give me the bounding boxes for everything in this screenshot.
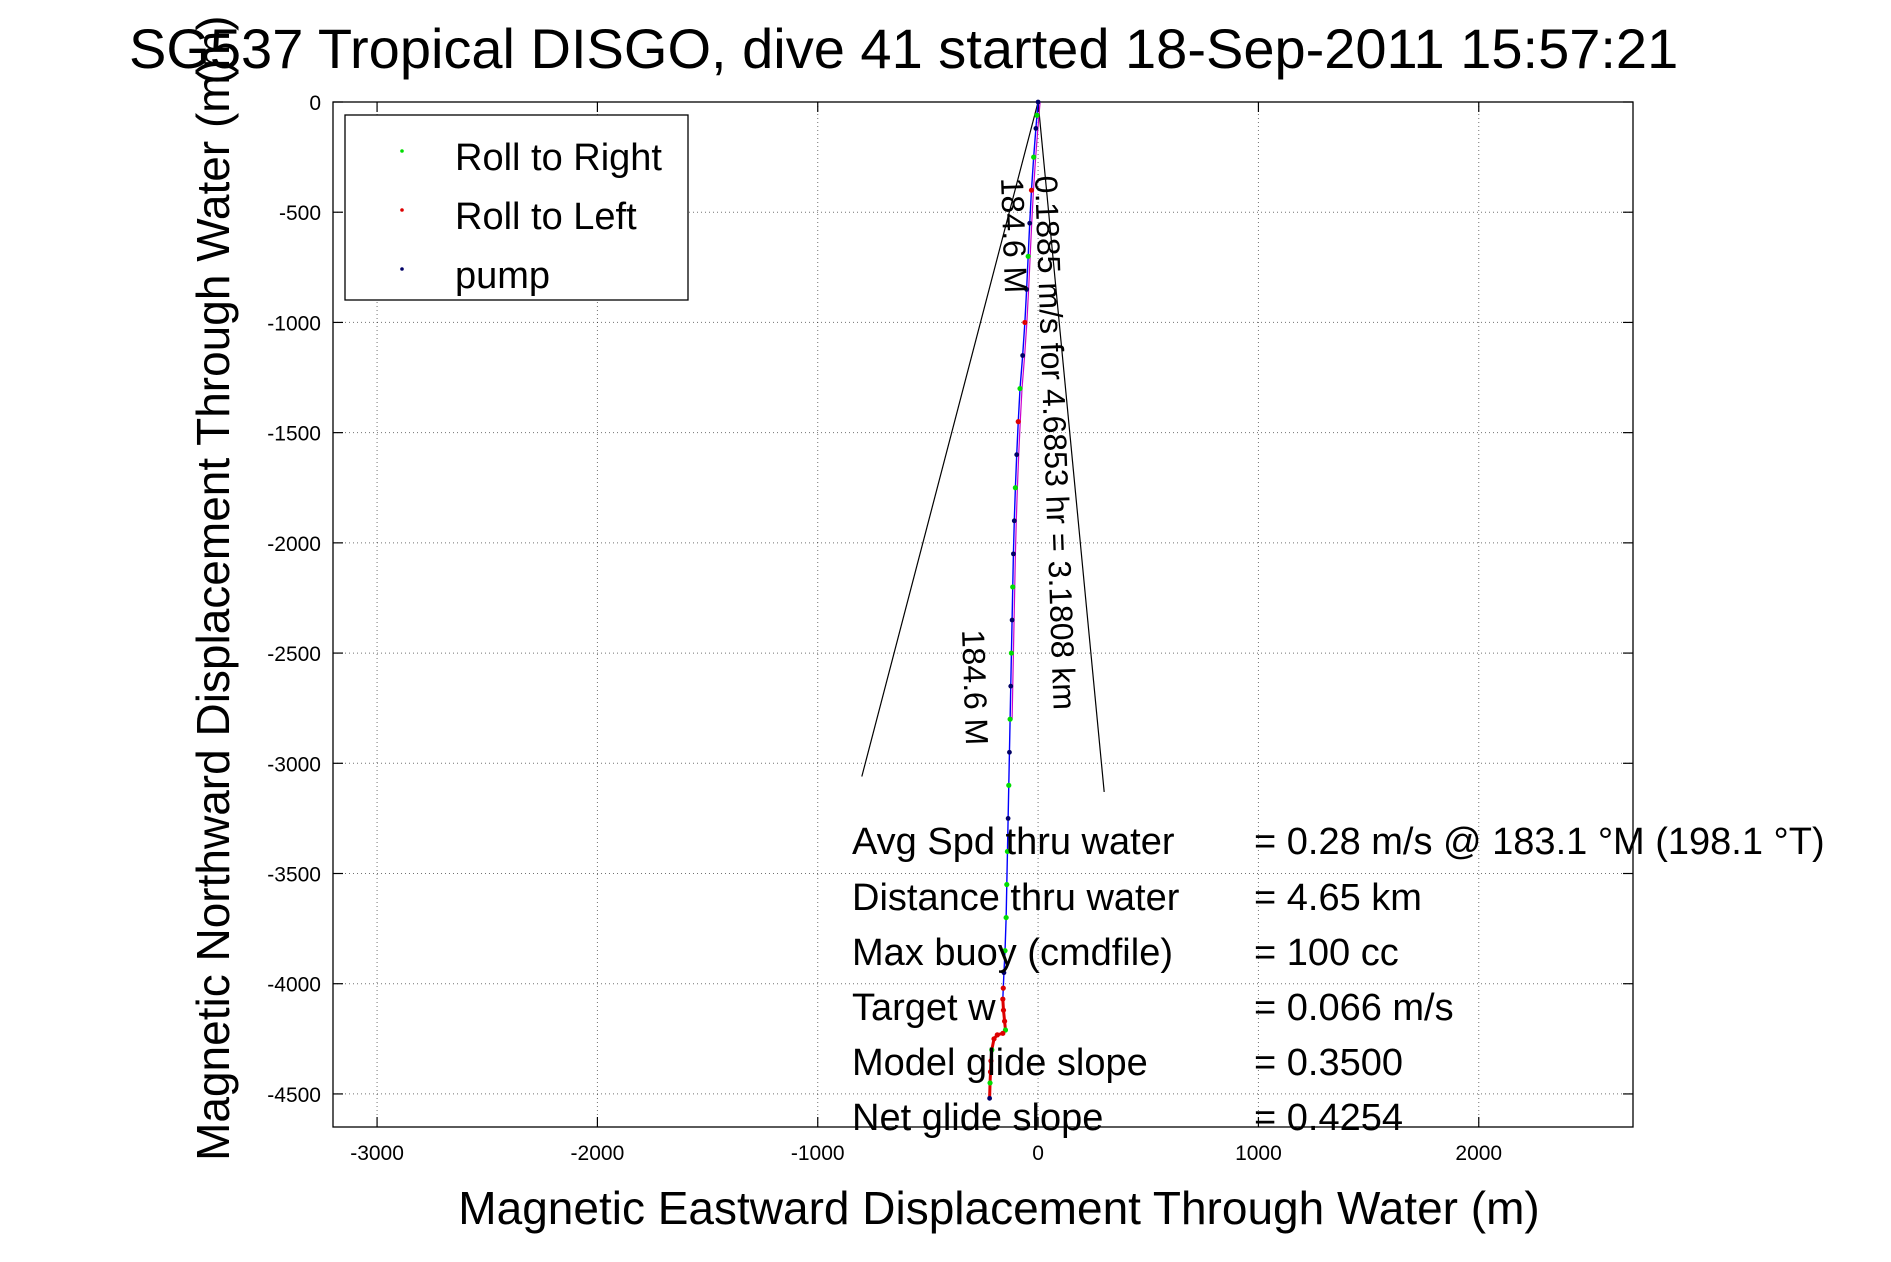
x-tick-label: 2000 xyxy=(1455,1142,1502,1165)
y-tick-label: -3000 xyxy=(267,753,321,776)
pump-point xyxy=(1005,815,1011,821)
legend-marker-roll-right xyxy=(400,149,404,153)
roll-left-point xyxy=(994,1032,1000,1038)
y-tick-label: -1000 xyxy=(267,312,321,335)
plot-area-frame xyxy=(332,101,1634,1128)
roll-left-point xyxy=(987,1069,994,1075)
wedge-layer xyxy=(861,101,1105,793)
stat-value-max-buoy: = 100 cc xyxy=(1254,932,1399,974)
roll-right-point xyxy=(1010,584,1016,590)
roll-left-point xyxy=(1028,187,1035,193)
y-tick-label: -500 xyxy=(279,202,321,225)
stats-block: Avg Spd thru water = 0.28 m/s @ 183.1 °M… xyxy=(852,821,1825,1139)
wedge-line xyxy=(1037,101,1105,793)
roll-right-point xyxy=(1006,782,1012,788)
pump-point xyxy=(1020,353,1026,358)
stat-label-model-glide: Model glide slope xyxy=(852,1042,1148,1084)
pump-point xyxy=(1008,683,1014,689)
stat-label-net-glide: Net glide slope xyxy=(852,1097,1103,1139)
y-axis-label-unit: (m) xyxy=(187,16,239,85)
roll-right-point xyxy=(1002,948,1008,954)
stat-value-net-glide: = 0.4254 xyxy=(1254,1097,1403,1139)
stat-value-model-glide: = 0.3500 xyxy=(1254,1042,1403,1084)
roll-right-point xyxy=(1008,650,1015,656)
roll-left-point xyxy=(988,1058,994,1064)
roll-left-point xyxy=(1022,319,1028,326)
roll-right-point xyxy=(1017,385,1023,392)
tick-layer: -3000 -2000 -1000 0 1000 2000 0 -500 -1000 -1500 -… xyxy=(267,92,1633,1165)
x-tick-label: -1000 xyxy=(791,1142,845,1165)
heading-annotation: 0.1885 m/s for 4.6853 hr = 3.1808 km xyxy=(1028,175,1083,710)
roll-left-point xyxy=(1000,1030,1006,1036)
roll-right-point xyxy=(1012,485,1018,491)
roll-left-point xyxy=(1000,1007,1007,1013)
y-tick-label: -2500 xyxy=(267,643,321,666)
marker-layer xyxy=(987,99,1041,1101)
y-tick-label: -4000 xyxy=(267,974,321,997)
roll-right-point xyxy=(989,1047,995,1053)
roll-right-point xyxy=(1025,253,1031,259)
stat-label-distance: Distance thru water xyxy=(852,877,1180,919)
legend-label-roll-right: Roll to Right xyxy=(455,137,662,179)
pump-point xyxy=(1011,551,1016,557)
y-tick-label: -2000 xyxy=(267,533,321,556)
x-tick-label: 0 xyxy=(1032,1142,1044,1165)
pump-point xyxy=(1007,749,1012,755)
stat-label-max-buoy: Max buoy (cmdfile) xyxy=(852,932,1173,974)
pump-point xyxy=(1009,617,1015,623)
roll-left-point xyxy=(1000,996,1006,1002)
roll-left-point xyxy=(1001,1018,1008,1024)
stat-value-target-w: = 0.066 m/s xyxy=(1254,987,1454,1029)
wedge-line xyxy=(861,101,1039,777)
x-tick-label: -3000 xyxy=(350,1142,404,1165)
chart-title: SG537 Tropical DISGO, dive 41 started 18… xyxy=(129,17,1678,80)
x-tick-label: 1000 xyxy=(1235,1142,1282,1165)
legend-label-pump: pump xyxy=(455,255,550,297)
y-tick-label: -1500 xyxy=(267,423,321,446)
roll-right-point xyxy=(1034,112,1040,118)
roll-right-point xyxy=(1007,716,1013,722)
heading-annotation: 184.6 M xyxy=(955,629,995,746)
pump-point xyxy=(987,1095,993,1101)
pump-point xyxy=(1027,220,1033,226)
legend: Roll to Right Roll to Left pump xyxy=(344,114,689,301)
stat-value-avg-speed: = 0.28 m/s @ 183.1 °M (198.1 °T) xyxy=(1254,821,1825,863)
legend-label-roll-left: Roll to Left xyxy=(455,196,637,238)
y-tick-label: -3500 xyxy=(267,864,321,887)
roll-left-point xyxy=(1015,419,1021,425)
roll-right-point xyxy=(1004,848,1011,855)
roll-right-point xyxy=(1003,914,1009,921)
legend-marker-pump xyxy=(400,267,404,271)
roll-left-point xyxy=(1000,985,1006,991)
x-axis-label: Magnetic Eastward Displacement Through W… xyxy=(458,1182,1539,1234)
y-tick-label: 0 xyxy=(309,92,321,115)
roll-left-point xyxy=(991,1036,997,1042)
roll-right-point xyxy=(1031,154,1037,160)
pump-point xyxy=(1035,99,1041,105)
pump-point xyxy=(1024,286,1030,292)
x-tick-label: -2000 xyxy=(571,1142,625,1165)
pump-point xyxy=(1014,452,1020,458)
y-tick-label: -4500 xyxy=(267,1084,321,1107)
legend-marker-roll-left xyxy=(400,208,404,212)
stat-value-distance: = 4.65 km xyxy=(1254,877,1422,919)
pump-point xyxy=(1011,518,1017,524)
pump-point xyxy=(1033,126,1039,131)
y-axis-label: Magnetic Northward Displacement Through … xyxy=(187,59,239,1161)
pump-point xyxy=(1001,970,1007,976)
stat-label-avg-speed: Avg Spd thru water xyxy=(852,821,1175,863)
stat-label-target-w: Target w xyxy=(852,987,996,1029)
roll-right-point xyxy=(987,1080,993,1086)
roll-right-point xyxy=(1004,881,1010,888)
heading-annotation: 184.6 M xyxy=(994,177,1034,294)
